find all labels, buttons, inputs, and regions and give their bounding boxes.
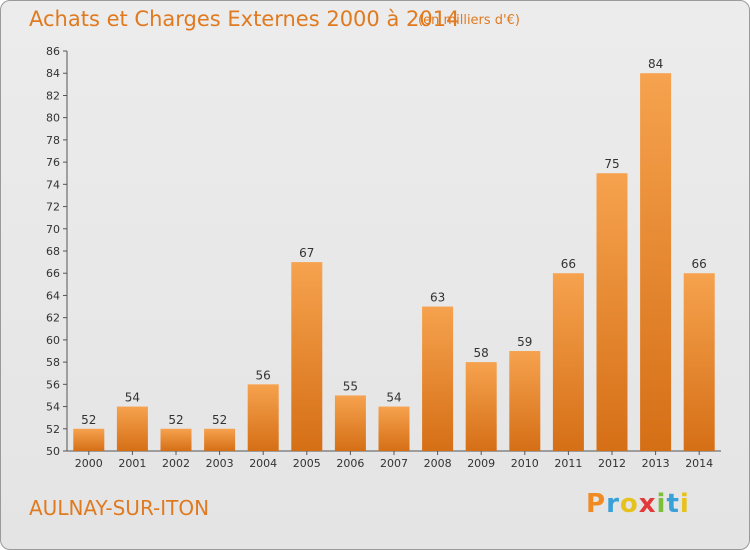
bar-value-label: 67 bbox=[299, 246, 314, 260]
bar-value-label: 52 bbox=[81, 413, 96, 427]
y-tick-label: 78 bbox=[46, 134, 60, 147]
x-tick-label: 2001 bbox=[118, 457, 146, 470]
bar-value-label: 56 bbox=[256, 368, 271, 382]
x-tick-label: 2011 bbox=[554, 457, 582, 470]
x-tick-label: 2000 bbox=[75, 457, 103, 470]
bar-value-label: 58 bbox=[474, 346, 489, 360]
bar-2000 bbox=[73, 428, 105, 451]
bar-2004 bbox=[247, 384, 279, 451]
y-tick-label: 82 bbox=[46, 89, 60, 102]
y-tick-label: 54 bbox=[46, 401, 60, 414]
y-tick-label: 84 bbox=[46, 67, 60, 80]
bar-2014 bbox=[683, 273, 715, 451]
y-tick-label: 50 bbox=[46, 445, 60, 458]
bar-value-label: 52 bbox=[212, 413, 227, 427]
y-tick-label: 66 bbox=[46, 267, 60, 280]
bar-2005 bbox=[291, 262, 323, 451]
x-tick-label: 2012 bbox=[598, 457, 626, 470]
proxiti-logo: Proxiti bbox=[586, 489, 690, 519]
bar-value-label: 52 bbox=[168, 413, 183, 427]
x-tick-label: 2006 bbox=[336, 457, 364, 470]
y-tick-label: 76 bbox=[46, 156, 60, 169]
x-tick-label: 2007 bbox=[380, 457, 408, 470]
y-tick-label: 58 bbox=[46, 356, 60, 369]
y-tick-label: 68 bbox=[46, 245, 60, 258]
bar-value-label: 84 bbox=[648, 57, 663, 71]
x-tick-label: 2014 bbox=[685, 457, 713, 470]
y-tick-label: 62 bbox=[46, 312, 60, 325]
bar-2002 bbox=[160, 428, 192, 451]
town-name: AULNAY-SUR-ITON bbox=[29, 496, 210, 520]
x-tick-label: 2002 bbox=[162, 457, 190, 470]
bar-2007 bbox=[378, 406, 410, 451]
y-tick-label: 52 bbox=[46, 423, 60, 436]
bar-2009 bbox=[465, 362, 497, 451]
bar-value-label: 63 bbox=[430, 291, 445, 305]
y-tick-label: 60 bbox=[46, 334, 60, 347]
bar-value-label: 75 bbox=[604, 157, 619, 171]
bar-2012 bbox=[596, 173, 628, 451]
bar-value-label: 55 bbox=[343, 379, 358, 393]
x-tick-label: 2013 bbox=[642, 457, 670, 470]
chart-title: Achats et Charges Externes 2000 à 2014 bbox=[29, 7, 460, 31]
bar-value-label: 54 bbox=[125, 391, 140, 405]
y-tick-label: 86 bbox=[46, 45, 60, 58]
y-tick-label: 64 bbox=[46, 289, 60, 302]
y-tick-label: 70 bbox=[46, 223, 60, 236]
bar-value-label: 59 bbox=[517, 335, 532, 349]
x-tick-label: 2004 bbox=[249, 457, 277, 470]
bar-value-label: 54 bbox=[386, 391, 401, 405]
y-tick-label: 56 bbox=[46, 378, 60, 391]
y-tick-label: 72 bbox=[46, 201, 60, 214]
bar-2003 bbox=[204, 428, 236, 451]
y-tick-label: 80 bbox=[46, 112, 60, 125]
bar-value-label: 66 bbox=[692, 257, 707, 271]
x-tick-label: 2008 bbox=[424, 457, 452, 470]
x-tick-label: 2005 bbox=[293, 457, 321, 470]
bar-2001 bbox=[116, 406, 148, 451]
x-tick-label: 2003 bbox=[206, 457, 234, 470]
chart-subtitle: (en milliers d'€) bbox=[418, 13, 520, 28]
x-tick-label: 2009 bbox=[467, 457, 495, 470]
x-tick-label: 2010 bbox=[511, 457, 539, 470]
bar-2006 bbox=[334, 395, 366, 451]
bar-2011 bbox=[552, 273, 584, 451]
bar-value-label: 66 bbox=[561, 257, 576, 271]
bar-2010 bbox=[509, 351, 541, 451]
bar-2008 bbox=[422, 306, 454, 451]
y-tick-label: 74 bbox=[46, 178, 60, 191]
bar-2013 bbox=[640, 73, 672, 451]
